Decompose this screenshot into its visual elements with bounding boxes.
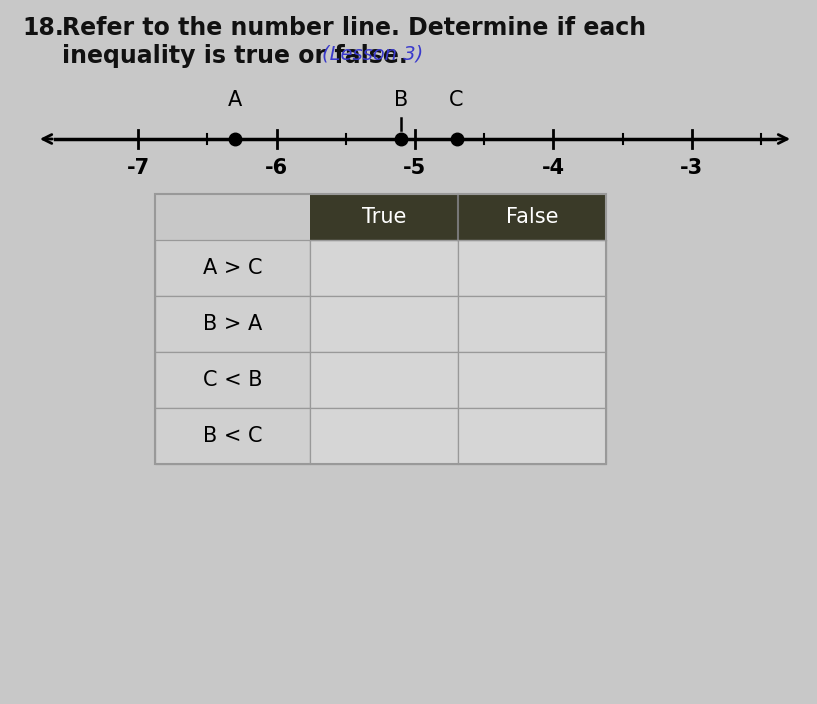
Text: A: A (228, 90, 242, 110)
Bar (458, 408, 606, 464)
Bar (458, 296, 606, 352)
Text: inequality is true or false.: inequality is true or false. (62, 44, 416, 68)
Text: False: False (506, 207, 558, 227)
Text: -7: -7 (127, 158, 150, 178)
Bar (310, 194, 606, 240)
Text: B: B (394, 90, 408, 110)
Text: -5: -5 (404, 158, 426, 178)
Text: -4: -4 (542, 158, 565, 178)
Text: Refer to the number line. Determine if each: Refer to the number line. Determine if e… (62, 16, 646, 40)
Bar (155, 352, 310, 408)
Text: 18.: 18. (22, 16, 64, 40)
Bar (155, 408, 310, 464)
Bar (155, 240, 310, 296)
Bar (310, 240, 458, 296)
Bar (155, 194, 606, 464)
Text: A > C: A > C (203, 258, 262, 278)
Text: -3: -3 (681, 158, 703, 178)
Text: C: C (449, 90, 464, 110)
Text: B < C: B < C (203, 426, 262, 446)
Text: (Lesson 3): (Lesson 3) (322, 44, 423, 63)
Bar (155, 296, 310, 352)
Bar (458, 240, 606, 296)
Bar (310, 352, 458, 408)
Text: B > A: B > A (203, 314, 262, 334)
Bar (458, 352, 606, 408)
Bar (310, 408, 458, 464)
Text: True: True (362, 207, 406, 227)
Text: -6: -6 (265, 158, 288, 178)
Text: C < B: C < B (203, 370, 262, 390)
Bar (310, 296, 458, 352)
